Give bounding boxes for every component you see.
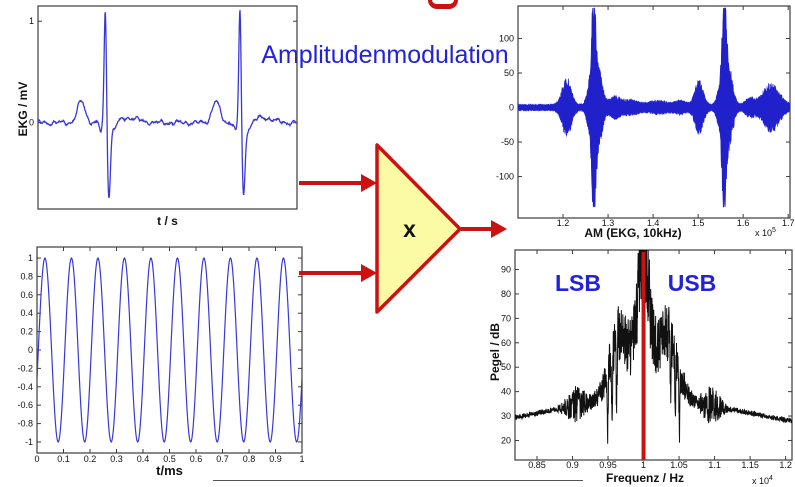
y-tick-label: 100 (499, 33, 514, 43)
usb-label: USB (667, 270, 717, 296)
y-tick-label: -1 (25, 437, 33, 447)
multiplier-symbol: x (403, 216, 416, 242)
y-tick-label: -0.2 (17, 363, 33, 373)
x-tick-label: 1 (299, 454, 304, 464)
y-tick-label: -0.8 (17, 419, 33, 429)
x-tick-label: 0.2 (84, 454, 97, 464)
cutoff-heading-fragment (428, 0, 458, 9)
spectrum-x-exponent-base: x 10 (752, 476, 770, 486)
ekg-trace (38, 10, 297, 199)
x-tick-label: 1.7 (782, 218, 795, 228)
x-tick-label: 0.3 (110, 454, 123, 464)
carrier-trace (37, 257, 302, 443)
x-tick-label: 1.2 (779, 460, 792, 470)
y-tick-label: 0.4 (20, 308, 33, 318)
arrow-shaft (299, 271, 363, 275)
am-x-exponent-base: x 10 (755, 228, 773, 238)
y-tick-label: 60 (501, 338, 511, 348)
carrier-input-arrow (299, 264, 379, 282)
ekg-ylabel: EKG / mV (16, 81, 30, 137)
ekg-axes: 10 (29, 5, 298, 210)
am-plot: 100 50 0 -50 -100 1.2 1.3 1.4 1.5 1.6 1.7 (496, 5, 795, 228)
ekg-plot: 10 (29, 5, 298, 210)
arrow-head (361, 174, 377, 192)
output-arrow (461, 220, 507, 238)
x-tick-label: 0.95 (599, 460, 617, 470)
y-tick-label: 50 (504, 68, 514, 78)
ekg-input-arrow (299, 174, 379, 192)
y-tick-label: 0 (28, 345, 33, 355)
x-tick-label: 0.9 (566, 460, 579, 470)
x-tick-label: 1.05 (670, 460, 688, 470)
arrow-head (361, 264, 377, 282)
y-tick-label: 90 (501, 265, 511, 275)
carrier-axes: 10.80.60.40.20-0.2-0.4-0.6-0.8-10 0.1 0.2 0… (17, 246, 305, 464)
x-tick-label: 1.3 (602, 218, 615, 228)
spectrum-ylabel: Pegel / dB (488, 322, 502, 381)
arrow-head (491, 220, 507, 238)
page-title: Amplitudenmodulation (261, 41, 509, 69)
am-x-exponent: x 105 (755, 227, 776, 238)
x-tick-label: 0.85 (528, 460, 546, 470)
y-tick-label: -0.4 (17, 382, 33, 392)
x-tick-label: 0.8 (243, 454, 256, 464)
y-tick-label: 70 (501, 313, 511, 323)
ekg-xlabel: t / s (157, 214, 178, 228)
x-tick-label: 1.5 (692, 218, 705, 228)
spectrum-axes: 90 80 70 60 50 40 30 20 0.85 0.9 0.95 1 1.05 1.1 1.15 1… (501, 249, 793, 470)
x-tick-label: 0 (34, 454, 39, 464)
multiplier-triangle (375, 143, 462, 314)
y-tick-label: 0 (29, 118, 34, 128)
spectrum-trace (515, 250, 792, 444)
lsb-label: LSB (555, 270, 601, 296)
y-tick-label: -50 (501, 137, 514, 147)
y-tick-label: 1 (29, 16, 34, 26)
x-tick-label: 0.6 (190, 454, 203, 464)
spectrum-x-exponent-sup: 4 (769, 475, 773, 482)
arrow-shaft (461, 227, 493, 231)
am-x-exponent-sup: 5 (772, 227, 776, 234)
carrier-xlabel: t/ms (156, 463, 183, 478)
am-trace (518, 7, 790, 208)
y-tick-label: 50 (501, 362, 511, 372)
x-tick-label: 0.7 (216, 454, 229, 464)
y-tick-label: 0.6 (20, 290, 33, 300)
y-tick-label: 1 (28, 253, 33, 263)
x-tick-label: 1.6 (737, 218, 750, 228)
x-tick-label: 0.9 (269, 454, 282, 464)
x-tick-label: 1.15 (741, 460, 759, 470)
spectrum-plot: 90 80 70 60 50 40 30 20 0.85 0.9 0.95 1 1.05 1.1 1.15 1… (501, 249, 793, 470)
y-tick-label: 0 (509, 103, 514, 113)
x-tick-label: 0.4 (137, 454, 150, 464)
y-tick-label: -100 (496, 172, 514, 182)
y-tick-label: -0.6 (17, 400, 33, 410)
y-tick-label: 80 (501, 289, 511, 299)
spectrum-xlabel: Frequenz / Hz (605, 471, 684, 485)
x-tick-label: 0.1 (57, 454, 70, 464)
bottom-divider-line (213, 480, 583, 481)
y-tick-label: 0.2 (20, 327, 33, 337)
y-tick-label: 20 (501, 435, 511, 445)
x-tick-label: 1.2 (557, 218, 570, 228)
y-tick-label: 0.8 (20, 271, 33, 281)
am-xlabel: AM (EKG, 10kHz) (584, 226, 682, 240)
y-tick-label: 30 (501, 411, 511, 421)
x-tick-label: 1.4 (647, 218, 660, 228)
spectrum-x-exponent: x 104 (752, 475, 773, 486)
x-tick-label: 1.1 (708, 460, 721, 470)
arrow-shaft (299, 181, 363, 185)
x-tick-label: 0.5 (163, 454, 176, 464)
x-tick-label: 1 (641, 460, 646, 470)
carrier-plot: 10.80.60.40.20-0.2-0.4-0.6-0.8-10 0.1 0.2 0… (17, 246, 305, 464)
y-tick-label: 40 (501, 387, 511, 397)
am-axes: 100 50 0 -50 -100 1.2 1.3 1.4 1.5 1.6 1.7 (496, 5, 795, 228)
